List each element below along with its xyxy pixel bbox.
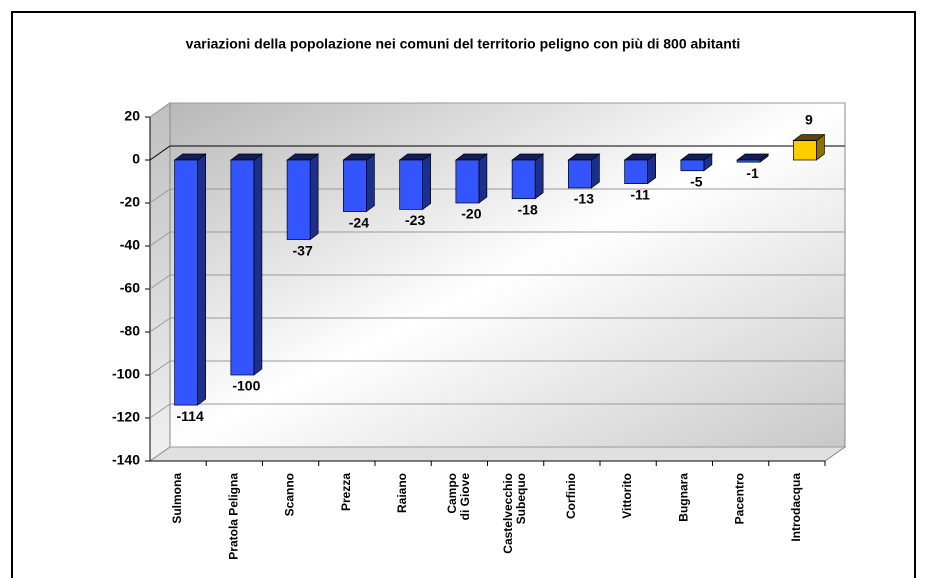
bar-front bbox=[511, 159, 536, 200]
grid-line bbox=[149, 145, 845, 161]
bar bbox=[511, 153, 545, 200]
floor bbox=[148, 446, 847, 462]
x-tick-label: Vittorito bbox=[620, 473, 634, 519]
x-tick-label: Pacentro bbox=[733, 473, 747, 524]
value-label: -18 bbox=[518, 201, 538, 217]
bar-side bbox=[366, 153, 375, 213]
bar bbox=[792, 133, 826, 161]
bar bbox=[679, 153, 713, 172]
bar-side bbox=[478, 153, 488, 204]
value-label: -11 bbox=[630, 186, 650, 202]
y-tick-label: -40 bbox=[120, 237, 140, 253]
value-label: -114 bbox=[177, 408, 204, 424]
value-label: -24 bbox=[349, 214, 369, 230]
x-tick-label: Corfinio bbox=[564, 473, 578, 519]
x-tick-label: Pratola Peligna bbox=[227, 473, 241, 560]
grid-line bbox=[149, 317, 845, 333]
bar-front bbox=[568, 159, 592, 189]
bar-side bbox=[534, 153, 544, 200]
bar-front bbox=[624, 159, 648, 184]
bar-side bbox=[197, 153, 206, 406]
y-tick-label: 20 bbox=[124, 108, 140, 124]
value-label: -100 bbox=[232, 378, 260, 394]
bar-front bbox=[455, 159, 480, 204]
grid-line bbox=[149, 231, 845, 247]
bar-front bbox=[399, 159, 423, 210]
x-tick-label: Prezza bbox=[339, 473, 353, 511]
y-tick-label: -100 bbox=[112, 366, 140, 382]
grid-line bbox=[149, 274, 845, 290]
y-tick-label: -60 bbox=[120, 280, 140, 296]
bar-front bbox=[174, 159, 198, 406]
y-tick-label: -120 bbox=[112, 409, 140, 425]
bar bbox=[342, 153, 376, 213]
value-label: -1 bbox=[746, 165, 759, 181]
grid-line bbox=[149, 188, 845, 204]
x-tick-label: Scanno bbox=[283, 473, 297, 516]
value-label: -13 bbox=[574, 191, 594, 207]
grid-line bbox=[149, 102, 845, 118]
bar bbox=[736, 153, 770, 163]
y-tick-label: -80 bbox=[120, 323, 140, 339]
x-tick-label: Sulmona bbox=[170, 473, 184, 524]
y-tick-label: -20 bbox=[120, 194, 140, 210]
bar-side bbox=[309, 153, 319, 241]
value-label: -20 bbox=[461, 206, 481, 222]
bar-front bbox=[680, 159, 705, 172]
x-tick-label: Campodi Giove bbox=[445, 473, 472, 521]
value-label: -37 bbox=[293, 242, 313, 258]
bar bbox=[286, 153, 320, 241]
bar-front bbox=[230, 159, 255, 376]
x-tick-label: CastelvecchioSubequo bbox=[501, 473, 528, 554]
y-tick-label: -140 bbox=[112, 452, 140, 468]
value-label: -23 bbox=[405, 212, 425, 228]
x-tick-label: Introdacqua bbox=[789, 473, 803, 542]
bar bbox=[173, 153, 207, 406]
bar-front bbox=[343, 159, 367, 212]
bar-front bbox=[736, 159, 761, 163]
bar bbox=[398, 153, 432, 211]
grid-line bbox=[149, 446, 845, 462]
bar bbox=[229, 153, 263, 376]
grid-line bbox=[149, 360, 845, 376]
bar bbox=[623, 153, 657, 185]
bar-side bbox=[422, 153, 431, 211]
bar bbox=[454, 153, 488, 204]
bar-side bbox=[253, 153, 263, 376]
x-tick-label: Bugnara bbox=[677, 473, 691, 522]
bar-front bbox=[286, 159, 311, 240]
bar bbox=[567, 153, 601, 189]
value-label: -5 bbox=[690, 173, 703, 189]
x-tick-label: Raiano bbox=[395, 473, 409, 513]
chart-title: variazioni della popolazione nei comuni … bbox=[186, 36, 741, 52]
grid-line bbox=[149, 403, 845, 419]
value-label: 9 bbox=[805, 111, 813, 127]
y-tick-label: 0 bbox=[132, 151, 140, 167]
bar-front bbox=[793, 140, 817, 161]
